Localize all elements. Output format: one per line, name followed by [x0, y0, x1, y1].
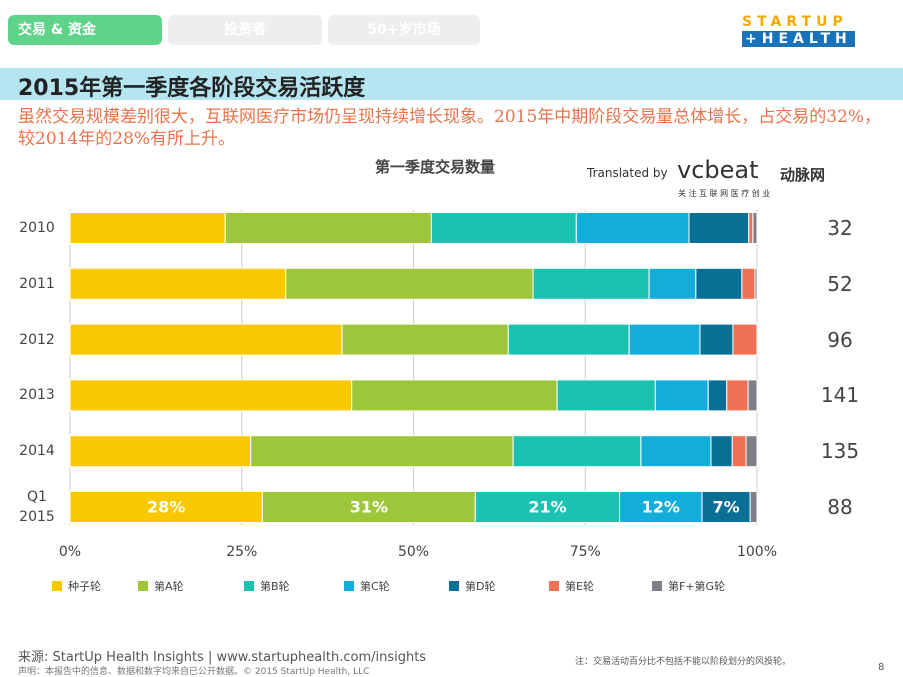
chart-title: 第一季度交易数量	[374, 158, 495, 176]
y-tick-label: 2014	[19, 443, 55, 460]
bar-segment	[285, 267, 534, 300]
bar-segment	[351, 379, 558, 412]
y-tick-label: 2011	[19, 275, 55, 292]
translator-slogan: 关 注 互 联 网 医 疗 创 业	[678, 189, 771, 198]
legend-label: 种子轮	[68, 579, 101, 593]
deal-count: 96	[827, 327, 853, 352]
bar-segment	[699, 323, 734, 356]
bar-segment	[69, 435, 252, 468]
legend-swatch	[652, 581, 662, 591]
legend-swatch	[138, 581, 148, 591]
value-label: 21%	[528, 498, 566, 517]
tab[interactable]: 50+岁市场	[328, 15, 480, 45]
bar-segment	[726, 379, 749, 412]
deal-count: 32	[827, 216, 853, 240]
bar-segment	[69, 491, 263, 523]
legend-label: 第E轮	[565, 579, 594, 593]
deal-count: 88	[827, 495, 853, 519]
bar-segment	[710, 435, 733, 468]
x-tick-label: 50%	[398, 544, 429, 560]
value-label: 28%	[147, 498, 185, 517]
bar-segment	[748, 212, 754, 244]
bar-segment	[575, 212, 690, 244]
bar-segment	[701, 491, 751, 523]
translator-brand: vcbeat	[677, 156, 759, 184]
y-tick-label: 2010	[19, 220, 55, 236]
bar-segment	[69, 379, 353, 412]
deal-count: 135	[820, 439, 860, 464]
legend-swatch	[52, 581, 62, 591]
bar-segment	[731, 435, 747, 468]
y-tick-label: 2013	[19, 387, 55, 404]
bar-segment	[430, 212, 577, 244]
bar-segment	[512, 435, 642, 468]
legend-label: 第D轮	[465, 579, 495, 593]
note: 注：交易活动百分比不包括不能以阶段划分的风投轮。	[575, 657, 792, 667]
bar-segment	[749, 491, 758, 523]
bar-segment	[754, 267, 758, 300]
header-band	[0, 68, 903, 100]
tab[interactable]: 投资者	[168, 15, 322, 45]
bar-segment	[732, 323, 758, 356]
bar-segment	[747, 379, 758, 412]
bar-segment	[69, 212, 226, 244]
bar-segment	[474, 491, 621, 523]
bar-segment	[224, 212, 432, 244]
bar-segment	[69, 323, 343, 356]
bar-segment	[532, 267, 650, 300]
value-label: 12%	[642, 498, 680, 517]
bar-segment	[250, 435, 514, 468]
legend-swatch	[549, 581, 559, 591]
tab[interactable]: 交易 & 资金	[8, 15, 162, 45]
translator-brand-cn: 动脉网	[780, 166, 826, 184]
bar-segment	[556, 379, 656, 412]
x-tick-label: 0%	[59, 544, 81, 560]
bar-segment	[752, 212, 758, 244]
legend-swatch	[449, 581, 459, 591]
legend-label: 第F+第G轮	[668, 579, 725, 593]
logo-line: +HEALTH	[742, 31, 855, 47]
bar-segment	[688, 212, 750, 244]
bar-segment	[707, 379, 728, 412]
x-tick-label: 75%	[570, 544, 601, 560]
bar-segment	[628, 323, 701, 356]
bar-segment	[341, 323, 509, 356]
header-title: 2015年第一季度各阶段交易活跃度	[18, 76, 366, 101]
source: 来源: StartUp Health Insights | www.startu…	[18, 650, 427, 665]
y-tick-label: 2012	[19, 331, 55, 348]
x-tick-label: 25%	[226, 544, 257, 560]
header-subtitle: 虽然交易规模差别很大，互联网医疗市场仍呈现持续增长现象。2015年中期阶段交易量…	[18, 107, 882, 149]
bar-segment	[745, 435, 758, 468]
x-tick-label: 100%	[737, 544, 777, 560]
value-label: 31%	[350, 498, 388, 517]
legend-swatch	[244, 581, 254, 591]
legend-label: 第A轮	[154, 579, 184, 593]
legend-label: 第C轮	[360, 579, 390, 593]
bar-segment	[640, 435, 712, 468]
legend-label: 第B轮	[260, 579, 290, 593]
page-number: 8	[878, 662, 885, 673]
legend-swatch	[344, 581, 354, 591]
deal-count: 52	[827, 271, 853, 296]
translator-prefix: Translated by	[587, 166, 668, 180]
bar-segment	[648, 267, 697, 300]
bar-segment	[695, 267, 743, 300]
logo-line: STARTUP	[742, 14, 848, 30]
bar-segment	[741, 267, 756, 300]
bar-segment	[507, 323, 630, 356]
bar-segment	[69, 267, 287, 300]
deal-count: 141	[820, 383, 860, 408]
value-label: 7%	[712, 498, 739, 517]
disclaimer: 声明：本报告中的信息、数据和数字均来自已公开数据。© 2015 StartUp …	[18, 667, 370, 677]
bar-segment	[654, 379, 709, 412]
y-tick-label: Q1 2015	[19, 489, 55, 525]
